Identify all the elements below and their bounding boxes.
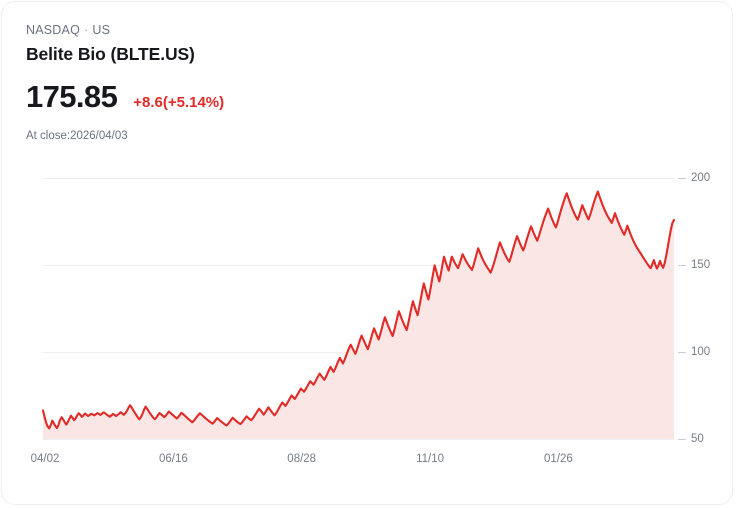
x-axis-label: 04/02 — [31, 453, 60, 465]
y-axis-label: 100 — [691, 346, 710, 358]
x-axis-label: 11/10 — [416, 453, 444, 465]
x-axis-label: 08/28 — [287, 453, 316, 465]
y-axis-label: 50 — [691, 433, 704, 445]
current-price: 175.85 — [26, 79, 118, 114]
price-row: 175.85 +8.6(+5.14%) — [26, 80, 686, 114]
price-change: +8.6(+5.14%) — [133, 94, 225, 111]
region-label: US — [92, 23, 111, 37]
exchange-label: NASDAQ — [26, 23, 80, 37]
x-axis-labels: 04/02 06/16 08/28 11/10 01/26 — [31, 453, 573, 465]
y-axis-label: 150 — [691, 259, 710, 271]
price-chart-svg[interactable]: 200 150 100 50 04/02 06/16 08/28 11/10 01/26 — [2, 162, 734, 482]
y-axis-label: 200 — [691, 172, 710, 184]
separator-dot: · — [84, 23, 89, 37]
chart-tickmarks — [678, 178, 686, 440]
page-title: Belite Bio (BLTE.US) — [26, 44, 195, 64]
quote-header: NASDAQ · US Belite Bio (BLTE.US) 175.85 +8… — [26, 22, 686, 144]
x-axis-label: 06/16 — [159, 453, 188, 465]
y-axis-labels: 200 150 100 50 — [691, 172, 710, 445]
price-line — [41, 190, 676, 430]
price-chart[interactable]: 200 150 100 50 04/02 06/16 08/28 11/10 01/26 — [2, 162, 734, 482]
exchange-region-row: NASDAQ · US — [26, 22, 686, 38]
x-axis-label: 01/26 — [544, 453, 573, 465]
at-close-timestamp: At close:2026/04/03 — [26, 130, 128, 142]
price-area-fill — [43, 191, 674, 439]
